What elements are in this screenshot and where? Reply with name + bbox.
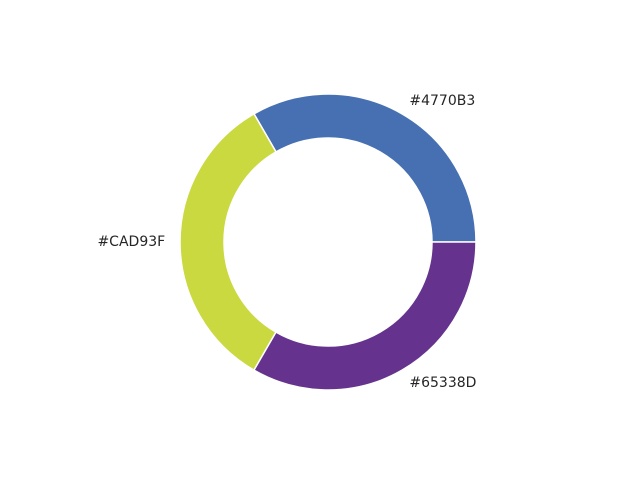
slice-label-4770b3: #4770B3: [409, 93, 475, 109]
donut-slice-4770b3: [253, 93, 477, 243]
labels-layer: #4770B3 #CAD93F #65338D: [97, 93, 476, 391]
slice-label-65338d: #65338D: [409, 375, 476, 391]
slice-label-cad93f: #CAD93F: [97, 234, 165, 250]
donut-slice-65338d: [253, 241, 477, 391]
donut-slice-cad93f: [179, 113, 277, 371]
slices-layer: [179, 93, 477, 391]
